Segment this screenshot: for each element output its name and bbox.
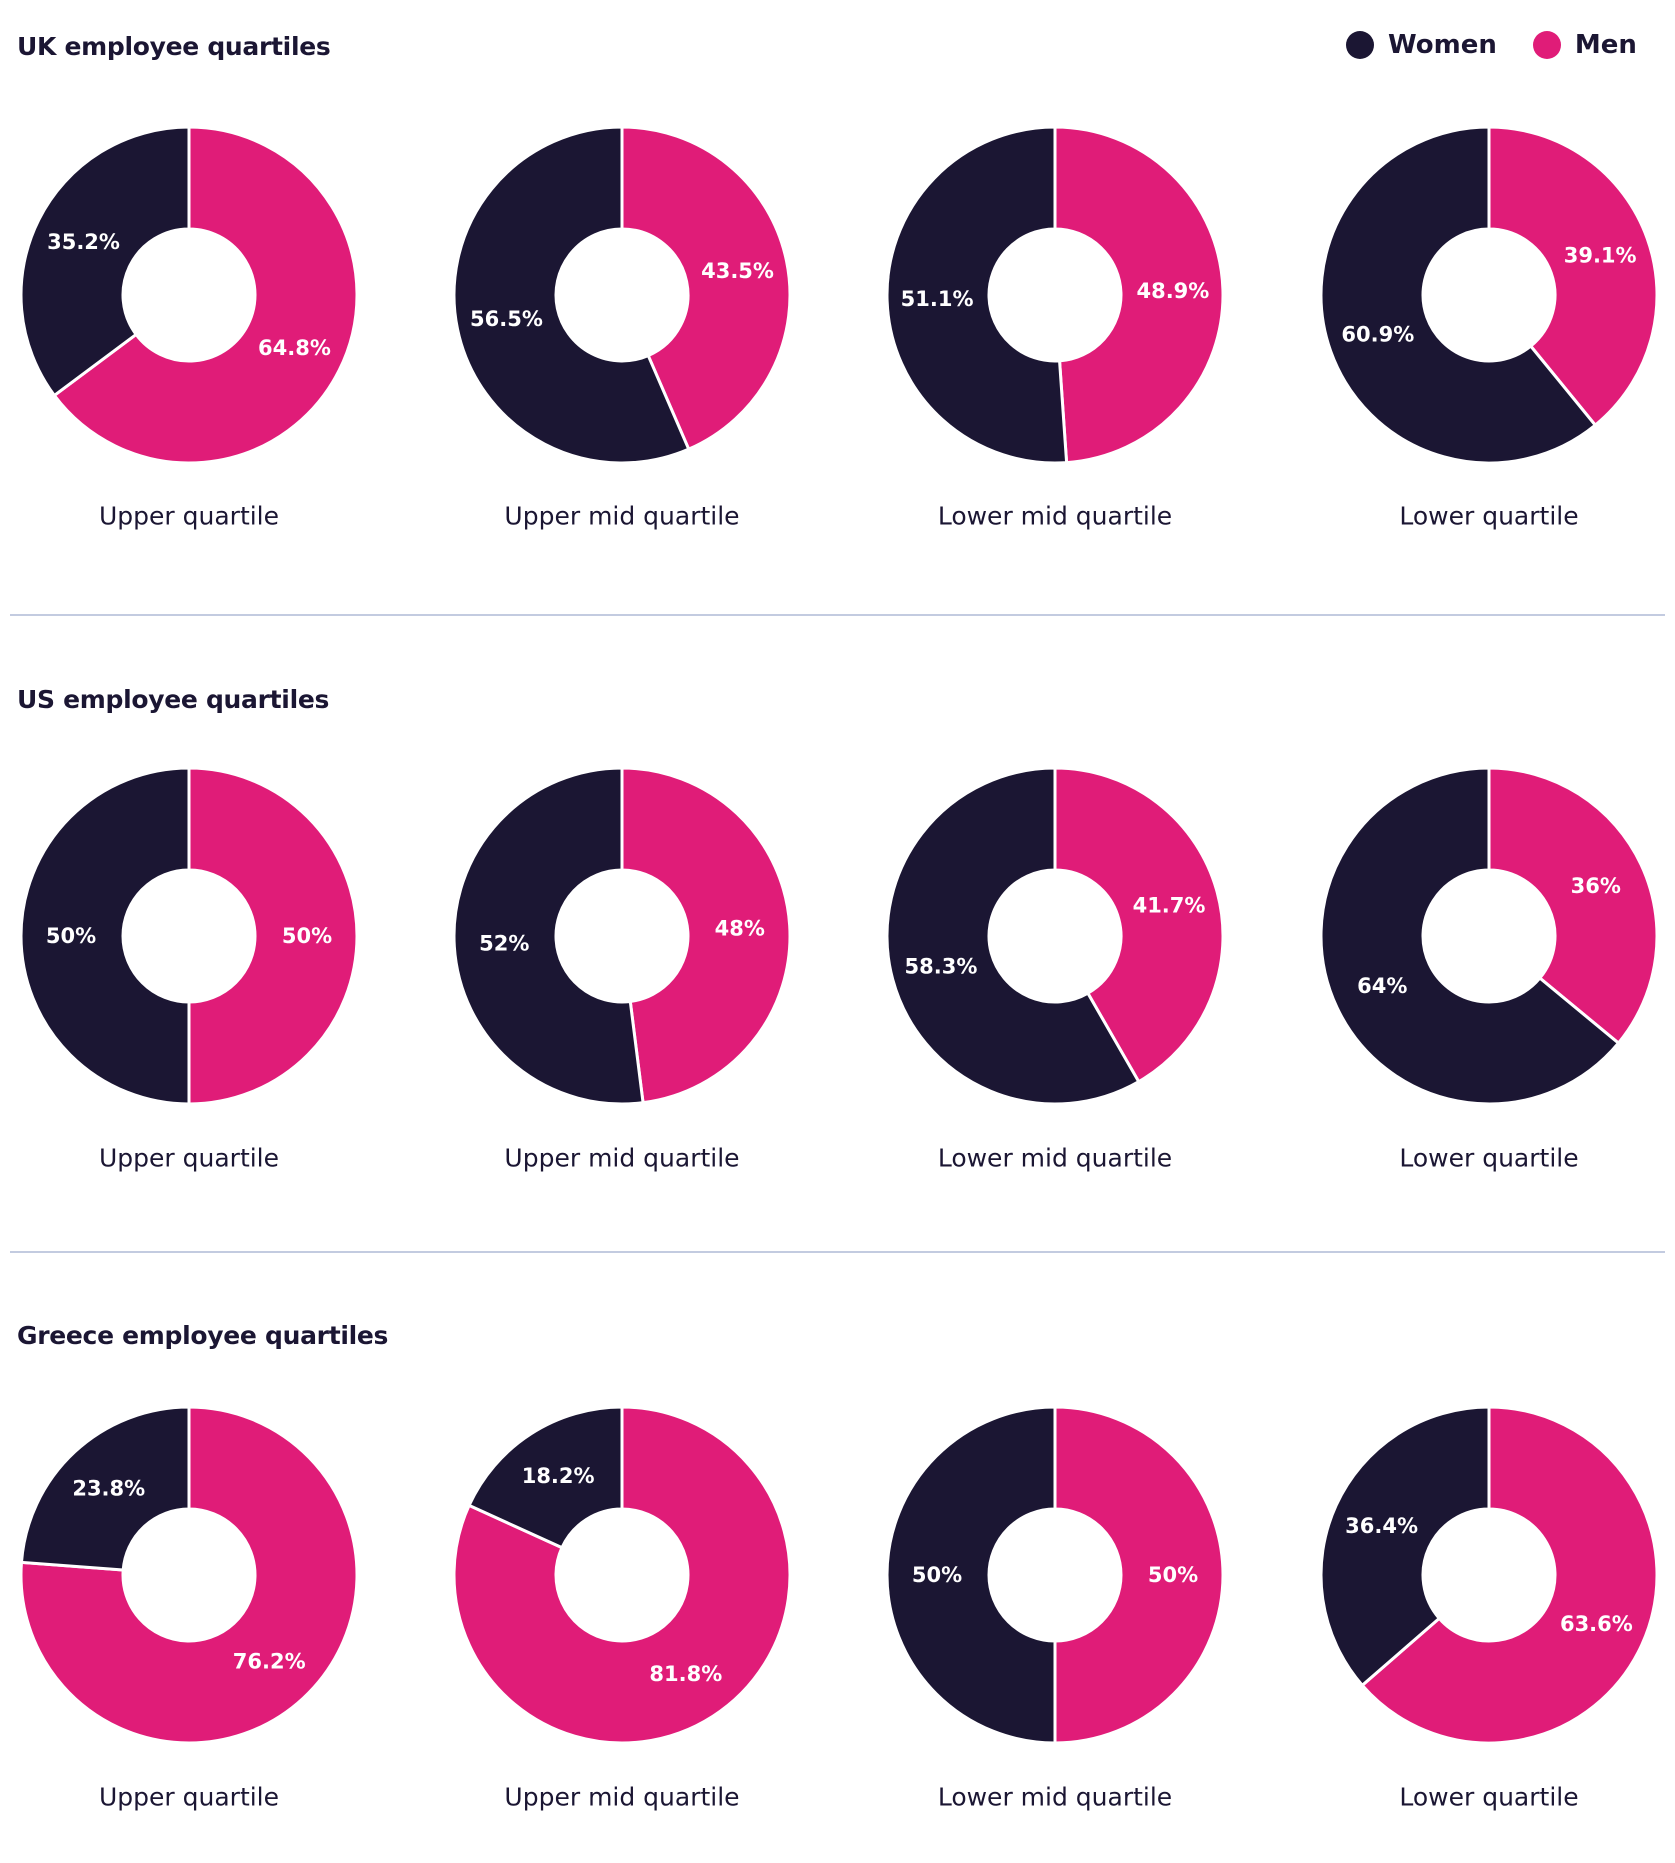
women-slice [885,766,1141,1106]
quartile-label: Lower mid quartile [938,1144,1172,1173]
men-data-label: 41.7% [1133,894,1206,918]
men-data-label: 50% [1148,1563,1198,1587]
quartile-label: Upper mid quartile [504,1144,739,1173]
men-swatch-icon [1532,31,1561,59]
quartile-label: Upper quartile [99,502,279,531]
men-data-label: 76.2% [233,1650,306,1674]
women-data-label: 60.9% [1341,323,1414,347]
women-data-label: 50% [46,924,96,948]
legend-item-men: Men [1532,30,1637,60]
women-slice [1319,766,1621,1106]
quartile-label: Lower mid quartile [938,502,1172,531]
women-slice [1319,1405,1491,1688]
legend-item-women: Women [1346,30,1497,60]
women-slice [19,125,191,398]
men-slice [1360,1405,1659,1745]
men-slice [1053,766,1225,1084]
women-data-label: 23.8% [72,1476,145,1500]
quartile-label: Lower quartile [1399,502,1578,531]
women-data-label: 18.2% [522,1464,595,1488]
men-slice [1487,125,1659,428]
women-slice [1319,125,1598,465]
quartile-label: Upper quartile [99,1783,279,1812]
men-slice [1487,766,1659,1046]
legend-label-men: Men [1574,30,1637,60]
women-data-label: 50% [912,1563,962,1587]
women-data-label: 52% [479,931,529,955]
women-slice [452,766,645,1106]
quartile-label: Upper mid quartile [504,502,739,531]
legend-label-women: Women [1388,30,1497,60]
men-slice [19,1405,359,1745]
quartile-label: Lower quartile [1399,1144,1578,1173]
women-slice [19,766,191,1106]
legend: Women Men [1346,30,1673,60]
women-slice [467,1405,624,1550]
women-slice [885,125,1069,465]
women-swatch-icon [1346,31,1374,59]
section-divider [10,614,1665,616]
men-data-label: 39.1% [1564,243,1637,267]
quartile-label: Lower mid quartile [938,1783,1172,1812]
us-section-title: US employee quartiles [17,685,330,714]
men-data-label: 81.8% [649,1662,722,1686]
women-slice [452,125,691,465]
men-slice [620,766,792,1105]
uk-section-title: UK employee quartiles [17,32,331,61]
men-slice [187,766,359,1106]
men-data-label: 36% [1571,874,1621,898]
men-data-label: 50% [282,924,332,948]
women-slice [19,1405,191,1572]
men-data-label: 48.9% [1136,279,1209,303]
women-data-label: 35.2% [47,230,120,254]
men-data-label: 48% [715,917,765,941]
quartile-label: Upper mid quartile [504,1783,739,1812]
men-data-label: 63.6% [1560,1612,1633,1636]
quartile-label: Upper quartile [99,1144,279,1173]
women-data-label: 51.1% [901,287,974,311]
women-data-label: 36.4% [1345,1514,1418,1538]
men-slice [620,125,792,452]
women-slice [885,1405,1057,1745]
men-data-label: 43.5% [701,259,774,283]
men-slice [452,1405,792,1745]
women-data-label: 58.3% [905,954,978,978]
men-slice [1053,125,1225,465]
women-data-label: 56.5% [470,307,543,331]
men-slice [52,125,359,465]
greece-section-title: Greece employee quartiles [17,1321,389,1350]
men-slice [1053,1405,1225,1745]
women-data-label: 64% [1357,974,1407,998]
quartile-label: Lower quartile [1399,1783,1578,1812]
section-divider [10,1251,1665,1253]
men-data-label: 64.8% [258,336,331,360]
